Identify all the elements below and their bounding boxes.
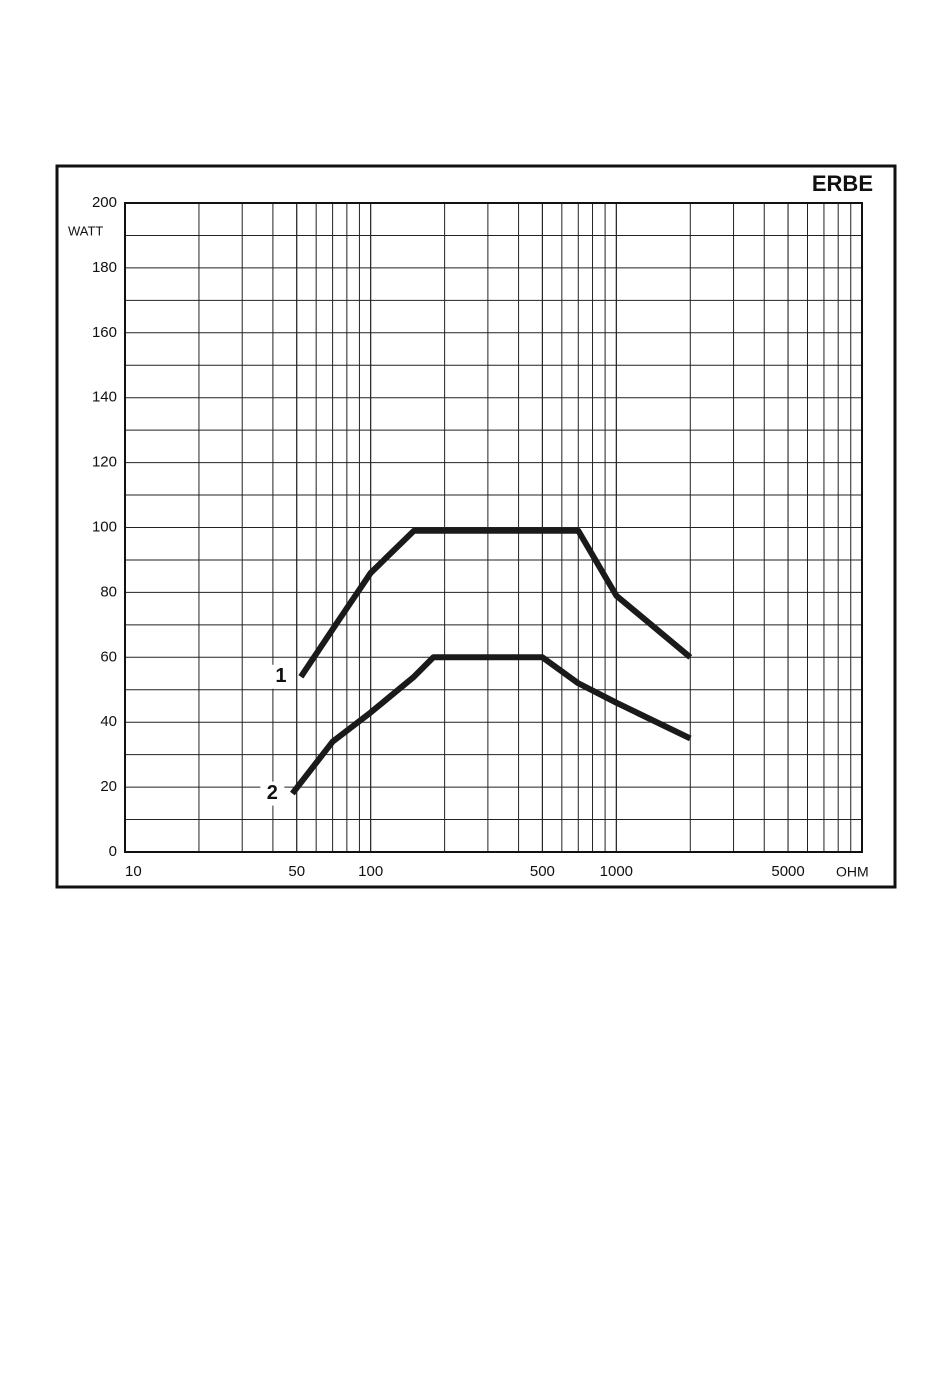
curve-label: 1 bbox=[275, 665, 286, 687]
x-tick-label: 5000 bbox=[771, 863, 804, 880]
y-tick-label: 160 bbox=[92, 324, 117, 341]
y-tick-label: 20 bbox=[100, 778, 117, 795]
x-tick-label: 100 bbox=[358, 863, 383, 880]
curve-label-bg bbox=[260, 781, 285, 806]
y-tick-label: 40 bbox=[100, 713, 117, 730]
curve-label: 2 bbox=[267, 782, 278, 804]
x-tick-label: 10 bbox=[125, 863, 142, 880]
y-tick-label: 0 bbox=[109, 843, 117, 860]
x-tick-label: 500 bbox=[530, 863, 555, 880]
curve bbox=[289, 654, 692, 796]
x-tick-label: 1000 bbox=[600, 863, 633, 880]
curve-label-bg bbox=[268, 664, 293, 689]
curve bbox=[298, 527, 693, 679]
y-tick-label: 180 bbox=[92, 259, 117, 276]
frame bbox=[55, 164, 897, 889]
y-tick-label: 120 bbox=[92, 454, 117, 471]
y-tick-label: 200 bbox=[92, 194, 117, 211]
plot-border bbox=[124, 202, 863, 853]
x-tick-label: 50 bbox=[288, 863, 305, 880]
y-tick-label: 140 bbox=[92, 389, 117, 406]
x-axis-label: OHM bbox=[836, 864, 869, 880]
y-tick-label: 100 bbox=[92, 518, 117, 535]
y-tick-label: 60 bbox=[100, 648, 117, 665]
brand: ERBE bbox=[812, 171, 873, 196]
y-tick-label: 80 bbox=[100, 583, 117, 600]
y-axis-label: WATT bbox=[68, 223, 103, 238]
